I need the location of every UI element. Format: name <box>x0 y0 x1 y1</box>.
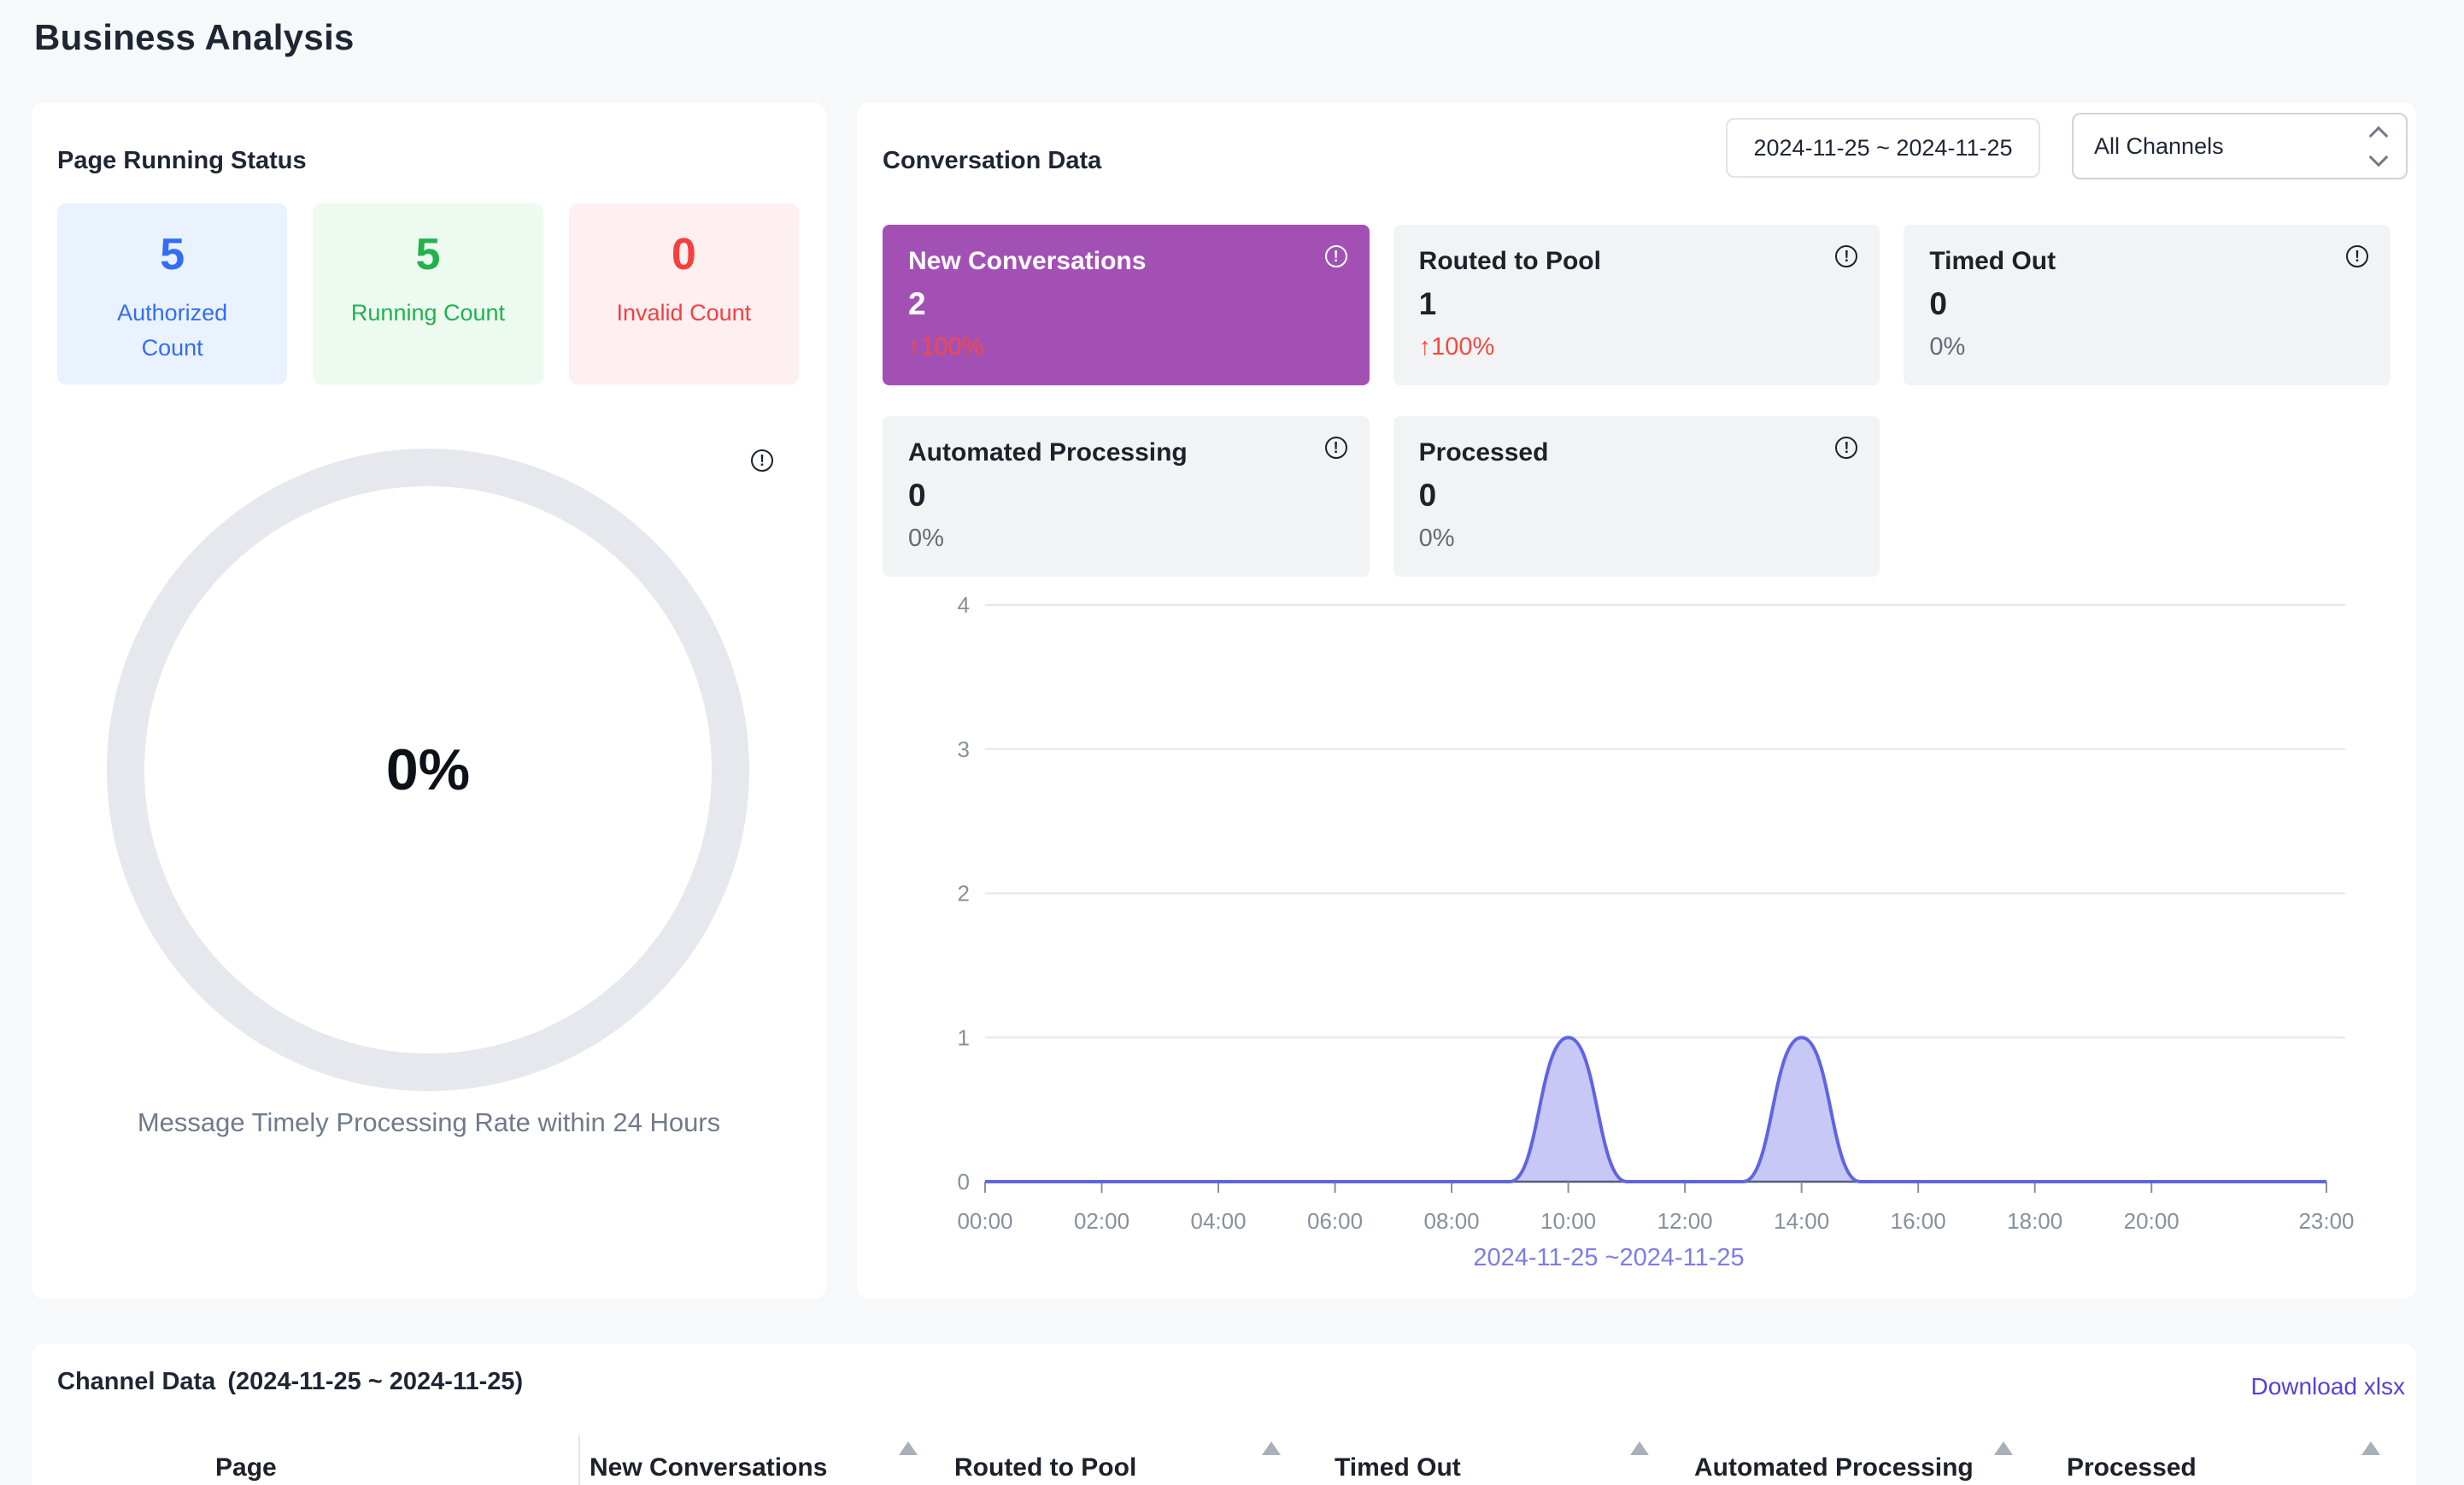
channel-table-header: Page New Conversations Routed to Pool Timed… <box>32 1344 2416 1485</box>
invalid-count-value: 0 <box>671 230 696 279</box>
column-header-automated-processing[interactable]: Automated Processing <box>1694 1453 1974 1482</box>
info-icon[interactable] <box>1835 245 1858 267</box>
automated-processing-title: Automated Processing <box>908 438 1188 467</box>
svg-text:14:00: 14:00 <box>1774 1208 1829 1234</box>
timed-out-card[interactable]: Timed Out 0 0% <box>1904 225 2391 385</box>
column-divider <box>578 1435 580 1485</box>
page-status-stats-row: 5 Authorized Count 5 Running Count 0 Inv… <box>57 203 799 384</box>
column-header-new-conversations[interactable]: New Conversations <box>590 1453 828 1482</box>
conversation-chart: 0 1 2 3 4 00:00 02:00 04:00 06:00 08:00 10:00 12:00… <box>957 592 2354 1234</box>
page-running-status-panel: Page Running Status 5 Authorized Count 5… <box>32 103 826 1299</box>
chart-legend[interactable]: 2024-11-25 ~2024-11-25 <box>1473 1244 1745 1271</box>
conversation-data-title: Conversation Data <box>883 147 1102 174</box>
processed-title: Processed <box>1418 438 1549 467</box>
channel-data-title-text: Channel Data <box>57 1368 216 1395</box>
routed-to-pool-value: 1 <box>1418 286 1437 321</box>
new-conversations-change: ↑100% <box>908 333 984 361</box>
svg-text:06:00: 06:00 <box>1307 1208 1363 1234</box>
sort-ascending-icon[interactable] <box>1262 1441 1281 1455</box>
download-xlsx-link[interactable]: Download xlsx <box>2250 1373 2405 1400</box>
date-range-picker[interactable]: 2024-11-25 ~ 2024-11-25 <box>1726 118 2040 178</box>
info-icon[interactable] <box>1324 437 1347 459</box>
column-header-processed[interactable]: Processed <box>2067 1453 2197 1482</box>
running-count-card: 5 Running Count <box>313 203 543 384</box>
svg-text:02:00: 02:00 <box>1074 1208 1129 1234</box>
info-icon[interactable] <box>2346 245 2368 267</box>
automated-processing-card[interactable]: Automated Processing 0 0% <box>883 416 1370 577</box>
channel-data-panel: Channel Data (2024-11-25 ~ 2024-11-25) Do… <box>32 1344 2416 1485</box>
routed-to-pool-change: ↑100% <box>1418 333 1495 361</box>
svg-text:4: 4 <box>958 592 970 618</box>
channel-data-date-range: (2024-11-25 ~ 2024-11-25) <box>227 1368 524 1395</box>
routed-to-pool-card[interactable]: Routed to Pool 1 ↑100% <box>1393 225 1880 385</box>
authorized-count-value: 5 <box>160 230 185 279</box>
automated-processing-change: 0% <box>908 525 944 552</box>
conversation-data-panel: Conversation Data 2024-11-25 ~ 2024-11-2… <box>857 103 2416 1299</box>
routed-to-pool-title: Routed to Pool <box>1418 247 1601 275</box>
svg-text:12:00: 12:00 <box>1657 1208 1713 1234</box>
svg-text:08:00: 08:00 <box>1424 1208 1480 1234</box>
processing-rate-caption: Message Timely Processing Rate within 24… <box>137 1107 721 1137</box>
select-arrows-icon <box>2368 126 2389 167</box>
sort-ascending-icon[interactable] <box>1994 1441 2013 1455</box>
date-range-value: 2024-11-25 ~ 2024-11-25 <box>1753 134 2013 161</box>
svg-text:3: 3 <box>958 737 970 762</box>
new-conversations-value: 2 <box>908 286 926 321</box>
info-icon[interactable] <box>751 449 773 472</box>
conversation-cards-grid: New Conversations 2 ↑100% Routed to Pool… <box>883 225 2391 577</box>
svg-text:16:00: 16:00 <box>1891 1208 1946 1234</box>
svg-text:1: 1 <box>958 1024 970 1050</box>
processed-card[interactable]: Processed 0 0% <box>1393 416 1880 577</box>
empty-grid-cell <box>1904 416 2391 577</box>
running-count-value: 5 <box>415 230 441 279</box>
svg-text:23:00: 23:00 <box>2298 1208 2354 1234</box>
svg-text:18:00: 18:00 <box>2007 1208 2062 1234</box>
page-running-status-title: Page Running Status <box>57 147 307 174</box>
info-icon[interactable] <box>1324 245 1347 267</box>
channel-select[interactable]: All Channels <box>2072 113 2408 179</box>
column-header-routed-to-pool[interactable]: Routed to Pool <box>954 1453 1137 1482</box>
timed-out-change: 0% <box>1929 333 1966 361</box>
timed-out-title: Timed Out <box>1929 247 2056 275</box>
processed-change: 0% <box>1418 525 1455 552</box>
sort-ascending-icon[interactable] <box>1630 1441 1649 1455</box>
column-header-page: Page <box>215 1453 277 1482</box>
running-count-label: Running Count <box>350 300 506 326</box>
authorized-count-card: 5 Authorized Count <box>57 203 288 384</box>
timed-out-value: 0 <box>1929 286 1947 321</box>
automated-processing-value: 0 <box>908 478 926 513</box>
channel-data-title: Channel Data (2024-11-25 ~ 2024-11-25) <box>57 1368 523 1396</box>
sort-ascending-icon[interactable] <box>2361 1441 2380 1455</box>
new-conversations-card[interactable]: New Conversations 2 ↑100% <box>883 225 1370 385</box>
authorized-count-label: Authorized Count <box>117 300 228 361</box>
svg-text:0: 0 <box>958 1169 970 1194</box>
processed-value: 0 <box>1418 478 1437 513</box>
svg-text:04:00: 04:00 <box>1191 1208 1247 1234</box>
svg-text:20:00: 20:00 <box>2124 1208 2179 1234</box>
new-conversations-title: New Conversations <box>908 247 1147 275</box>
column-header-timed-out[interactable]: Timed Out <box>1335 1453 1461 1482</box>
sort-ascending-icon[interactable] <box>899 1441 918 1455</box>
channel-select-value: All Channels <box>2094 132 2224 159</box>
invalid-count-card: 0 Invalid Count <box>568 203 799 384</box>
svg-text:10:00: 10:00 <box>1540 1208 1596 1234</box>
svg-text:2: 2 <box>958 881 970 907</box>
info-icon[interactable] <box>1835 437 1858 459</box>
svg-text:00:00: 00:00 <box>957 1208 1012 1234</box>
processing-rate-value: 0% <box>385 737 471 802</box>
page-title: Business Analysis <box>34 17 355 57</box>
invalid-count-label: Invalid Count <box>616 300 752 326</box>
